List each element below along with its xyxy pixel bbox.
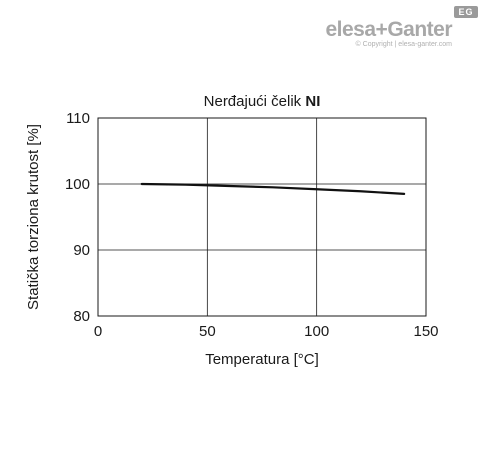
y-tick-label: 100 bbox=[65, 176, 90, 193]
plot-frame bbox=[97, 117, 427, 317]
x-tick-labels: 0 50 100 150 bbox=[94, 323, 439, 340]
logo-copyright: © Copyright | elesa-ganter.com bbox=[355, 41, 452, 48]
y-tick-labels: 80 90 100 110 bbox=[65, 110, 90, 325]
y-tick-label: 80 bbox=[73, 308, 90, 325]
chart-title: Nerđajući čelik NI bbox=[204, 93, 321, 110]
chart-title-plain: Nerđajući čelik bbox=[204, 93, 306, 110]
logo-badge: EG bbox=[454, 6, 478, 18]
x-tick-label: 150 bbox=[413, 323, 438, 340]
chart-title-bold: NI bbox=[305, 93, 320, 110]
brand-logo: EG elesa+Ganter © Copyright | elesa-gant… bbox=[318, 6, 478, 50]
x-axis-label: Temperatura [°C] bbox=[205, 351, 319, 368]
series-layer bbox=[140, 182, 406, 195]
logo-brand-sep: + bbox=[375, 18, 388, 41]
x-tick-label: 50 bbox=[199, 323, 216, 340]
x-tick-label: 0 bbox=[94, 323, 102, 340]
series-line bbox=[140, 182, 406, 195]
logo-brand-right: Ganter bbox=[387, 18, 452, 41]
logo-brand-left: elesa bbox=[325, 18, 376, 41]
y-axis-label: Statička torziona krutost [%] bbox=[25, 124, 42, 310]
y-tick-label: 110 bbox=[66, 110, 90, 127]
grid bbox=[98, 118, 426, 316]
y-tick-label: 90 bbox=[73, 242, 90, 259]
x-tick-label: 100 bbox=[304, 323, 329, 340]
logo-wordmark: elesa+Ganter bbox=[325, 18, 452, 42]
